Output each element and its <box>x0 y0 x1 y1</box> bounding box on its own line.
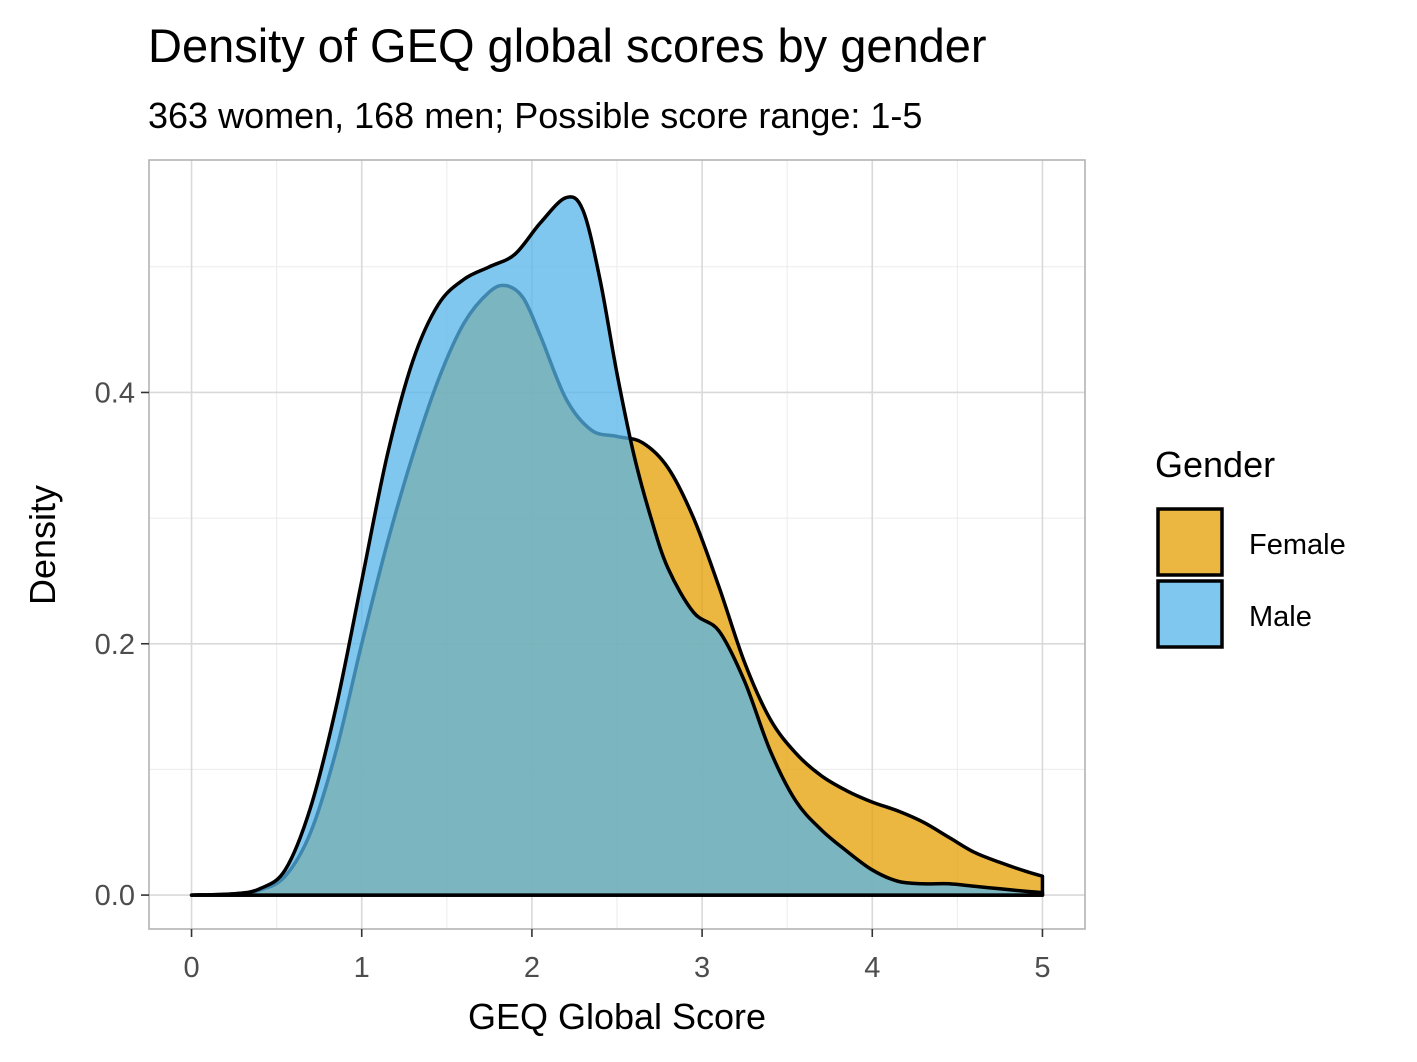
x-tick-label: 2 <box>524 952 540 984</box>
x-tick-label: 4 <box>864 952 880 984</box>
chart-title: Density of GEQ global scores by gender <box>148 19 987 72</box>
x-tick-label: 3 <box>694 952 710 984</box>
legend-key-female <box>1156 507 1224 577</box>
y-tick-label: 0.0 <box>95 880 135 912</box>
y-axis: 0.0 0.2 0.4 <box>95 377 149 912</box>
y-tick-label: 0.2 <box>95 629 135 661</box>
chart-subtitle: 363 women, 168 men; Possible score range… <box>148 95 922 136</box>
density-area-male <box>189 195 1045 897</box>
density-series <box>189 195 1045 897</box>
legend: Gender Female Male <box>1155 444 1346 649</box>
x-tick-label: 0 <box>183 952 199 984</box>
legend-key-male <box>1156 579 1224 649</box>
legend-label-male: Male <box>1249 601 1312 633</box>
x-axis-title: GEQ Global Score <box>468 996 766 1037</box>
x-tick-label: 1 <box>354 952 370 984</box>
y-axis-title: Density <box>22 485 63 605</box>
plot-border <box>148 159 1086 930</box>
x-axis: 0 1 2 3 4 5 <box>183 929 1051 984</box>
plot-area <box>148 159 1086 930</box>
legend-label-female: Female <box>1249 529 1346 561</box>
y-tick-label: 0.4 <box>95 377 135 409</box>
x-tick-label: 5 <box>1034 952 1050 984</box>
legend-title: Gender <box>1155 444 1275 485</box>
